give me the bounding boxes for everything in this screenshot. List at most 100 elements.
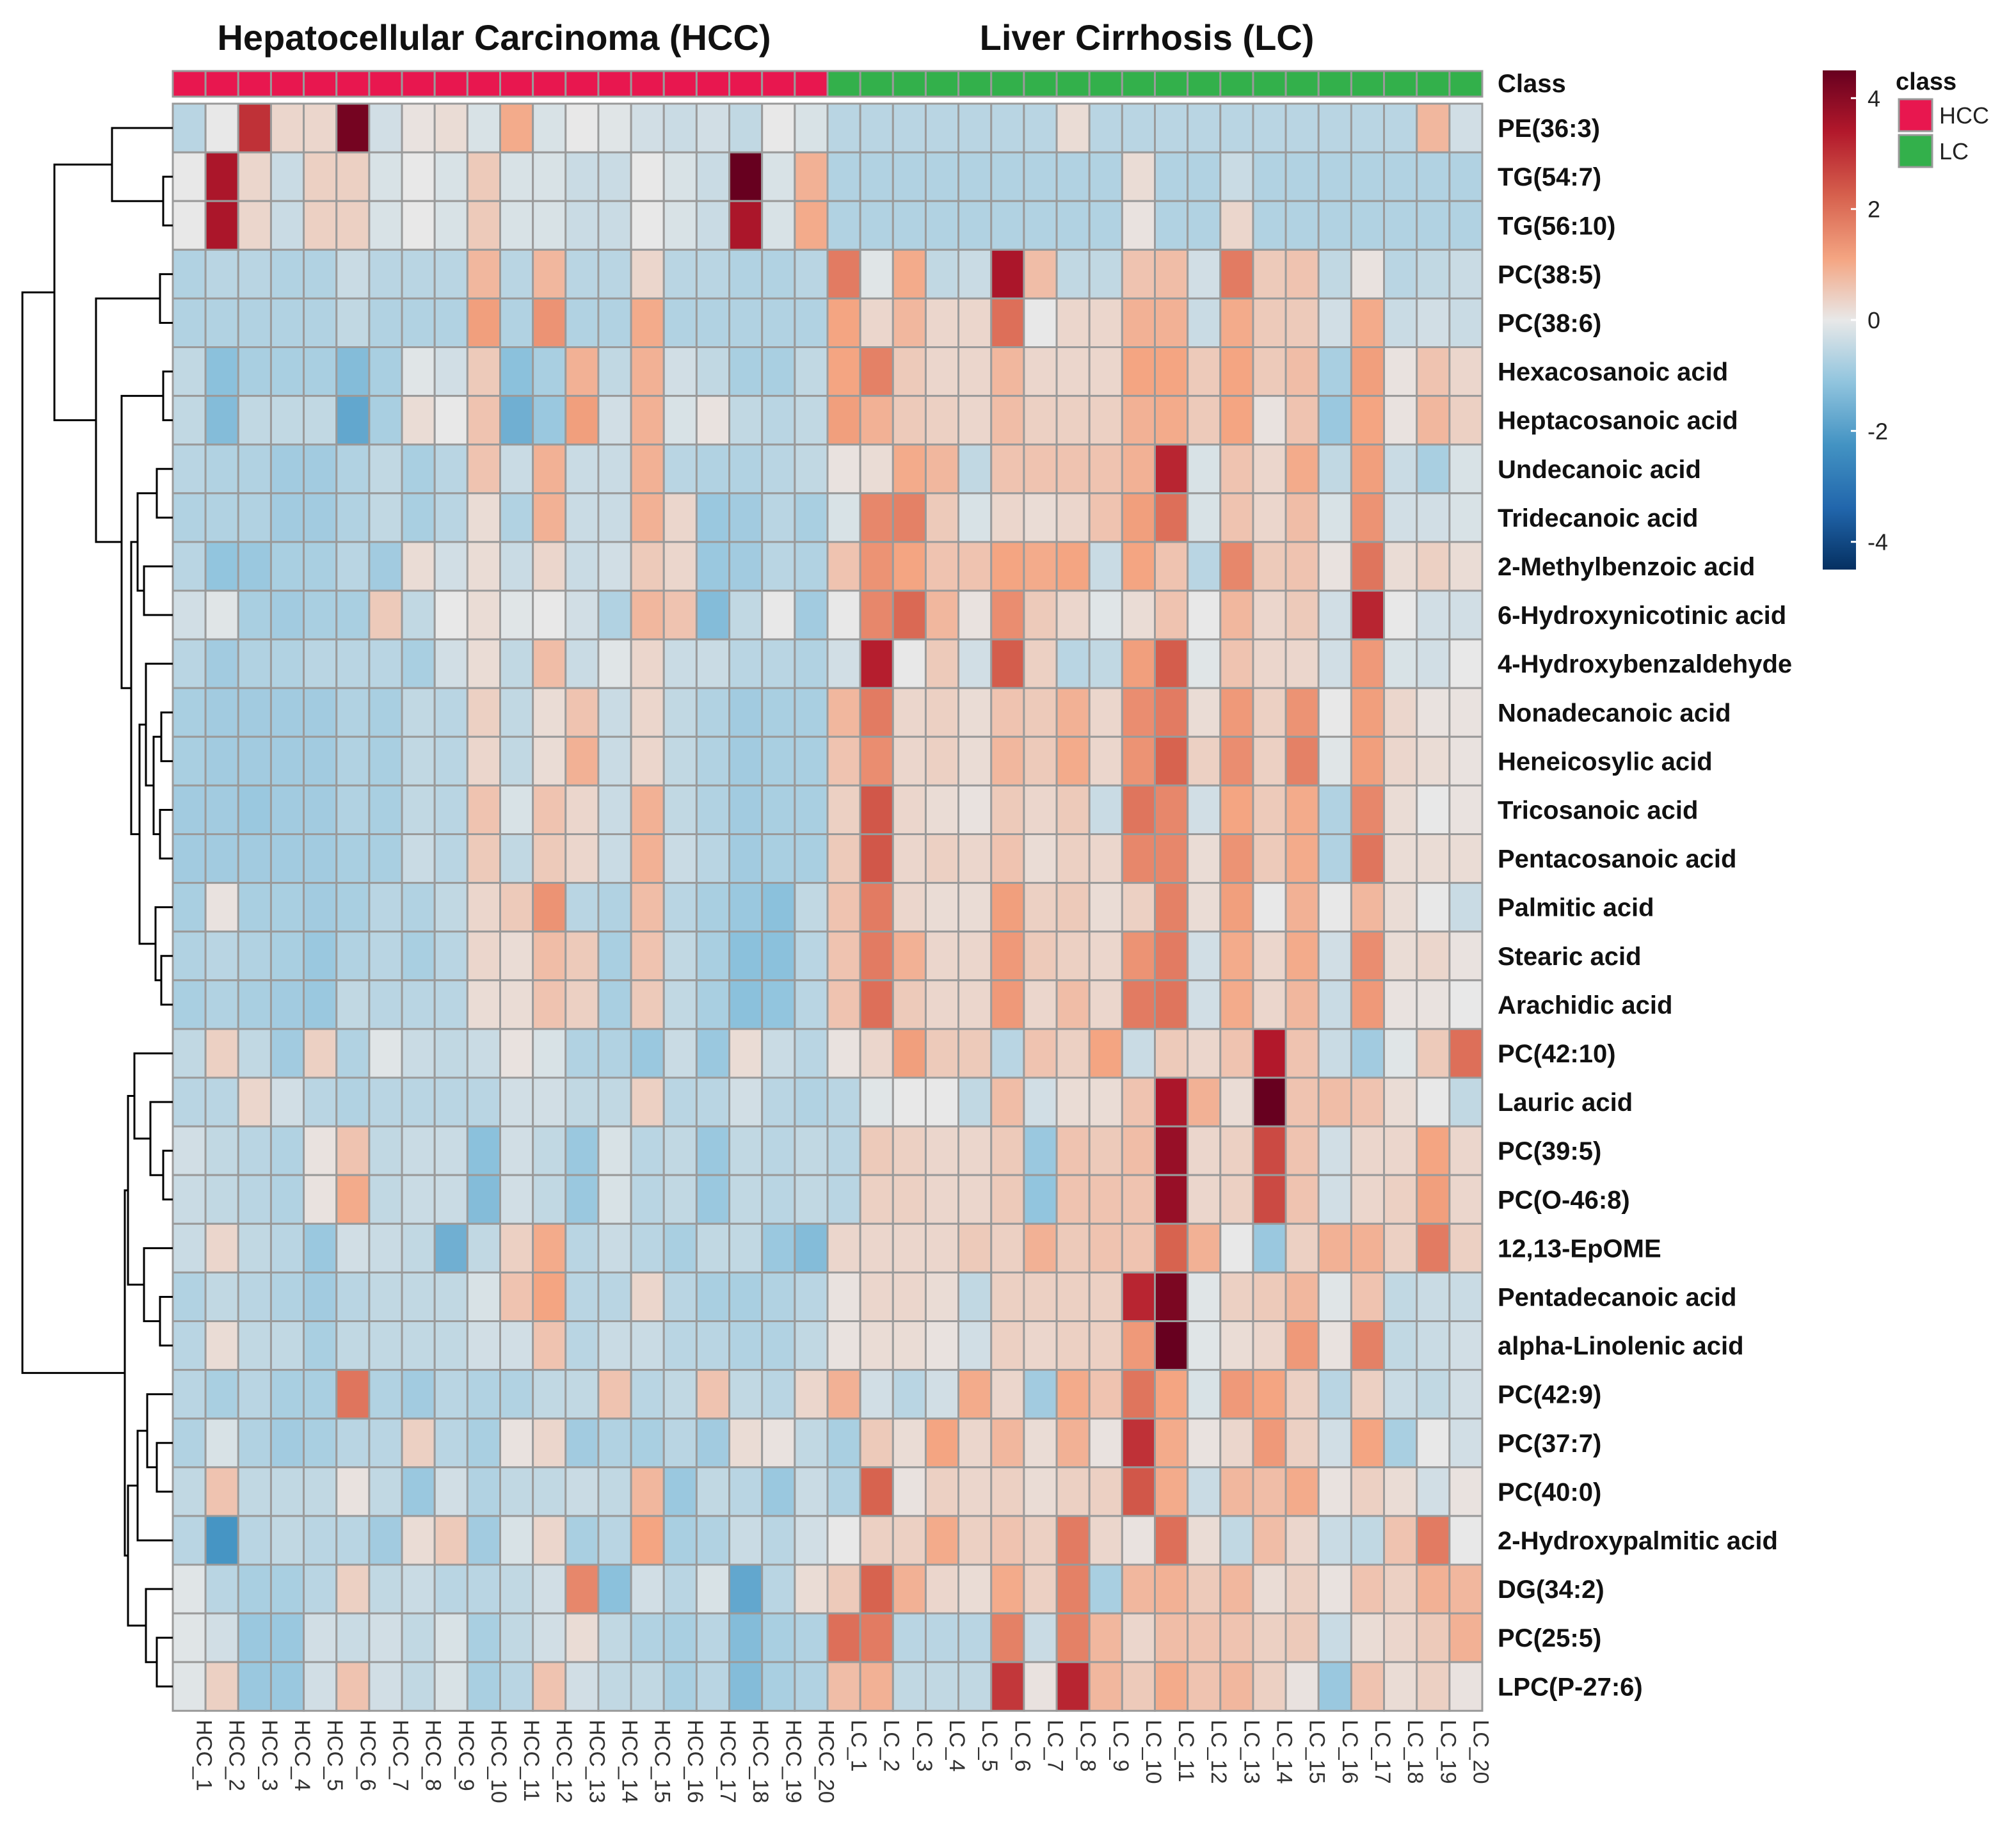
heatmap-cell — [892, 979, 927, 1030]
heatmap-cell — [859, 1320, 894, 1371]
heatmap-cell — [761, 346, 796, 397]
heatmap-cell — [1416, 589, 1451, 641]
heatmap-cell — [826, 1563, 861, 1615]
class-cell-HCC_8 — [401, 70, 436, 98]
heatmap-cell — [303, 1661, 338, 1712]
heatmap-cell — [1187, 687, 1222, 738]
heatmap-cell — [237, 979, 272, 1030]
class-cell-LC_11 — [1154, 70, 1189, 98]
heatmap-cell — [1088, 638, 1123, 689]
heatmap-cell — [499, 1661, 534, 1712]
heatmap-cell — [532, 687, 567, 738]
heatmap-cell — [564, 1515, 600, 1566]
heatmap-cell — [1416, 784, 1451, 836]
heatmap-cell — [1252, 1174, 1287, 1225]
heatmap-cell — [1023, 1222, 1058, 1274]
heatmap-cell — [1383, 1320, 1418, 1371]
heatmap-cell — [695, 1563, 731, 1615]
heatmap-cell — [237, 1125, 272, 1176]
heatmap-cell — [695, 248, 731, 300]
heatmap-cell — [794, 1515, 829, 1566]
heatmap-cell — [826, 882, 861, 933]
heatmap-cell — [1252, 1466, 1287, 1517]
heatmap-cell — [1187, 395, 1222, 446]
heatmap-cell — [1317, 1174, 1352, 1225]
heatmap-cell — [662, 638, 698, 689]
heatmap-cell — [924, 1028, 960, 1079]
column-label: LC_1 — [847, 1720, 871, 1771]
heatmap-cell — [1383, 930, 1418, 982]
heatmap-cell — [924, 297, 960, 348]
heatmap-cell — [269, 1418, 305, 1469]
heatmap-cell — [1350, 492, 1386, 543]
heatmap-cell — [1055, 589, 1091, 641]
heatmap-cell — [368, 1271, 403, 1323]
heatmap-cell — [466, 1271, 501, 1323]
heatmap-cell — [269, 1271, 305, 1323]
heatmap-cell — [269, 930, 305, 982]
heatmap-cell — [1317, 151, 1352, 202]
heatmap-cell — [237, 589, 272, 641]
class-cell-LC_8 — [1055, 70, 1091, 98]
heatmap-cell — [1154, 979, 1189, 1030]
heatmap-cell — [237, 1174, 272, 1225]
heatmap-cell — [564, 735, 600, 787]
heatmap-cell — [269, 297, 305, 348]
heatmap-cell — [335, 541, 371, 592]
heatmap-cell — [1284, 541, 1320, 592]
heatmap-cell — [1023, 1515, 1058, 1566]
column-label: HCC_14 — [618, 1720, 642, 1803]
heatmap-cell — [499, 1612, 534, 1663]
heatmap-cell — [1416, 1222, 1451, 1274]
heatmap-cell — [794, 1466, 829, 1517]
heatmap-cell — [761, 248, 796, 300]
heatmap-cell — [1383, 1661, 1418, 1712]
heatmap-cell — [761, 1612, 796, 1663]
heatmap-cell — [1121, 151, 1156, 202]
column-label: LC_18 — [1403, 1720, 1427, 1784]
heatmap-cell — [433, 1125, 468, 1176]
heatmap-cell — [1154, 1222, 1189, 1274]
heatmap-cell — [728, 541, 764, 592]
heatmap-cell — [499, 1320, 534, 1371]
heatmap-cell — [1317, 1563, 1352, 1615]
heatmap-cell — [957, 395, 993, 446]
heatmap-cell — [466, 346, 501, 397]
heatmap-cell — [1219, 784, 1254, 836]
heatmap-cell — [1252, 882, 1287, 933]
heatmap-cell — [532, 492, 567, 543]
heatmap-cell — [499, 443, 534, 495]
column-label: HCC_13 — [584, 1720, 609, 1803]
heatmap-cell — [1317, 541, 1352, 592]
heatmap-cell — [433, 589, 468, 641]
heatmap-cell — [924, 1418, 960, 1469]
heatmap-cell — [695, 395, 731, 446]
heatmap-cell — [335, 589, 371, 641]
heatmap-cell — [335, 1174, 371, 1225]
heatmap-cell — [1055, 102, 1091, 154]
heatmap-cell — [433, 200, 468, 251]
heatmap-cell — [630, 395, 665, 446]
heatmap-cell — [466, 638, 501, 689]
heatmap-cell — [662, 1174, 698, 1225]
heatmap-cell — [303, 979, 338, 1030]
heatmap-cell — [237, 833, 272, 884]
heatmap-cell — [990, 1028, 1025, 1079]
heatmap-cell — [368, 248, 403, 300]
heatmap-cell — [499, 395, 534, 446]
heatmap-cell — [1187, 979, 1222, 1030]
heatmap-cell — [1023, 1466, 1058, 1517]
heatmap-cell — [924, 638, 960, 689]
heatmap-cell — [1121, 687, 1156, 738]
heatmap-cell — [564, 930, 600, 982]
heatmap-cell — [728, 1563, 764, 1615]
heatmap-cell — [1284, 248, 1320, 300]
heatmap-cell — [1023, 1612, 1058, 1663]
heatmap-cell — [172, 1418, 207, 1469]
heatmap-cell — [728, 248, 764, 300]
heatmap-cell — [303, 1418, 338, 1469]
annotation-row-label: Class — [1498, 70, 1566, 98]
heatmap-cell — [1154, 882, 1189, 933]
heatmap-cell — [1448, 1369, 1484, 1420]
